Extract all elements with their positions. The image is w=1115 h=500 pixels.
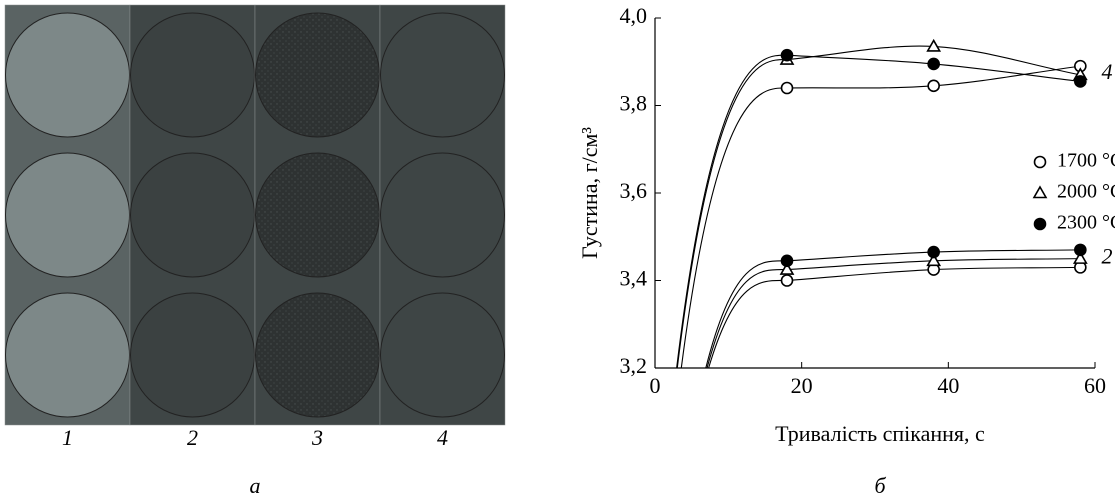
legend-marker <box>1034 187 1046 198</box>
marker <box>1075 244 1086 255</box>
x-tick-label: 20 <box>791 373 813 398</box>
fit-curve <box>677 46 1080 368</box>
sample-disc <box>131 153 255 277</box>
figure: а б Тривалість спікання, с Густина, г/см… <box>0 0 1115 500</box>
curve-group-label: 4 <box>1102 59 1113 84</box>
curve-group-label: 2 <box>1102 244 1113 269</box>
sample-disc <box>256 293 380 417</box>
x-tick-label: 60 <box>1084 373 1106 398</box>
sample-photo <box>5 5 505 425</box>
sample-disc <box>256 153 380 277</box>
marker <box>928 40 940 51</box>
marker <box>782 50 793 61</box>
y-tick-label: 3,4 <box>620 266 648 291</box>
sample-disc <box>6 153 130 277</box>
sample-disc <box>256 13 380 137</box>
fit-curve <box>677 55 1081 368</box>
x-tick-label: 40 <box>937 373 959 398</box>
marker <box>928 58 939 69</box>
sample-label: 2 <box>187 425 198 450</box>
marker <box>782 255 793 266</box>
marker <box>928 247 939 258</box>
x-axis-label: Тривалість спікання, с <box>775 421 985 446</box>
legend-marker <box>1035 219 1046 230</box>
legend-label: 1700 °C <box>1057 150 1115 172</box>
legend-label: 2000 °C <box>1057 181 1115 203</box>
legend-label: 2300 °C <box>1057 212 1115 234</box>
legend-marker <box>1035 157 1046 168</box>
fit-curve <box>707 259 1080 368</box>
panel-label: б <box>874 473 886 498</box>
sample-disc <box>131 293 255 417</box>
sample-disc <box>381 293 505 417</box>
y-tick-label: 3,6 <box>620 178 648 203</box>
marker <box>928 80 939 91</box>
x-tick-label: 0 <box>650 373 661 398</box>
sample-disc <box>6 13 130 137</box>
fit-curve <box>681 66 1080 368</box>
y-tick-label: 3,2 <box>620 353 648 378</box>
sample-disc <box>381 13 505 137</box>
marker <box>782 83 793 94</box>
panel-label: а <box>250 473 261 498</box>
y-tick-label: 3,8 <box>620 91 648 116</box>
sample-disc <box>6 293 130 417</box>
y-axis-label: Густина, г/см³ <box>577 127 602 259</box>
marker <box>1075 76 1086 87</box>
sample-label: 4 <box>437 425 448 450</box>
sample-disc <box>381 153 505 277</box>
marker <box>782 275 793 286</box>
sample-label: 1 <box>62 425 73 450</box>
sample-disc <box>131 13 255 137</box>
y-tick-label: 4,0 <box>620 3 648 28</box>
sample-label: 3 <box>311 425 323 450</box>
fit-curve <box>709 267 1081 368</box>
